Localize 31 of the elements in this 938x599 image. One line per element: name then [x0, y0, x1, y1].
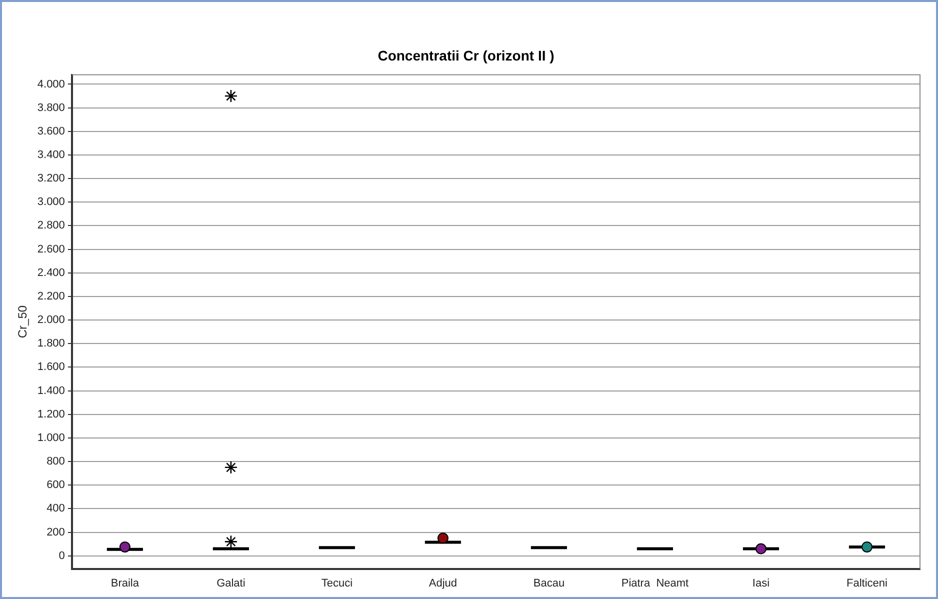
y-tick-label: 2.800: [37, 220, 65, 232]
x-tick-label: Bacau: [533, 577, 565, 590]
y-tick-label: 2.000: [37, 314, 65, 326]
chart-title: Concentratii Cr (orizont II ): [378, 47, 554, 64]
y-tick-label: 3.000: [37, 196, 65, 208]
y-tick-label: 2.400: [37, 266, 65, 279]
y-tick-label: 1.600: [37, 361, 65, 374]
x-tick-label: Adjud: [428, 577, 458, 590]
y-tick-label: 1.200: [37, 408, 65, 420]
y-tick-label: 4.000: [37, 78, 65, 90]
y-tick-label: 400: [46, 502, 65, 515]
y-tick-label: 2.600: [37, 243, 65, 256]
y-tick-label: 1.800: [37, 338, 65, 350]
y-tick-label: 0: [58, 550, 65, 562]
x-tick-label: Falticeni: [846, 577, 888, 590]
x-tick-label: Galati: [216, 577, 246, 590]
y-tick-label: 2.200: [37, 290, 65, 302]
y-tick-label: 600: [46, 479, 65, 492]
y-tick-label: 1.400: [37, 384, 65, 397]
x-tick-label: Braila: [110, 577, 140, 590]
y-axis-title: Cr_50: [16, 305, 30, 338]
x-tick-label: Piatra Neamt: [621, 577, 689, 590]
y-tick-label: 3.200: [37, 172, 65, 185]
y-tick-label: 3.400: [37, 149, 65, 162]
y-tick-label: 200: [46, 526, 65, 538]
y-tick-label: 3.800: [37, 102, 65, 114]
y-tick-label: 1.000: [37, 432, 65, 444]
y-tick-label: 800: [46, 456, 65, 468]
x-tick-label: Iasi: [752, 577, 770, 590]
y-tick-label: 3.600: [37, 125, 65, 138]
x-tick-label: Tecuci: [321, 577, 353, 590]
